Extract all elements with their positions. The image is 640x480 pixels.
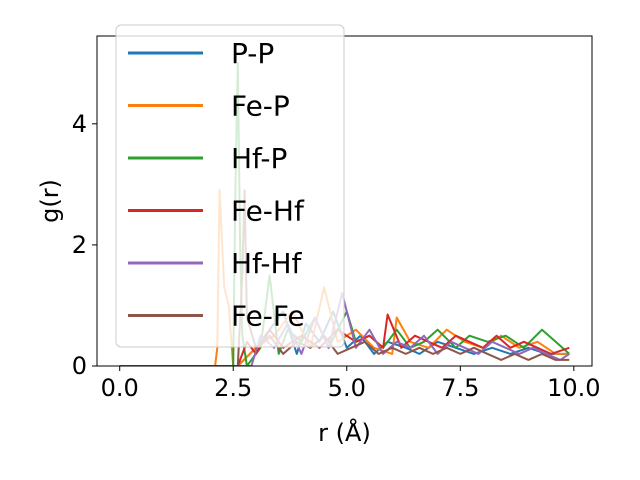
y-tick-label: 2 [72, 231, 87, 259]
legend-label-hf-p: Hf-P [231, 142, 287, 175]
legend-box [115, 24, 345, 348]
legend-label-fe-hf: Fe-Hf [231, 195, 305, 228]
x-tick-label: 10.0 [547, 374, 600, 402]
y-axis-ticks: 0 2 4 [72, 110, 97, 380]
x-axis-ticks: 0.0 2.5 5.0 7.5 10.0 [101, 366, 601, 402]
x-tick-label: 5.0 [328, 374, 366, 402]
x-tick-label: 2.5 [214, 374, 252, 402]
x-tick-label: 0.0 [101, 374, 139, 402]
x-axis-label: r (Å) [318, 418, 371, 447]
y-axis-label: g(r) [36, 179, 64, 223]
legend-label-hf-hf: Hf-Hf [231, 247, 303, 280]
legend: P-P Fe-P Hf-P Fe-Hf Hf-Hf Fe-Fe [115, 24, 345, 348]
legend-label-fe-p: Fe-P [231, 90, 290, 123]
y-tick-label: 4 [72, 110, 87, 138]
x-tick-label: 7.5 [441, 374, 479, 402]
legend-label-fe-fe: Fe-Fe [231, 300, 305, 333]
legend-label-p-p: P-P [231, 37, 274, 70]
y-tick-label: 0 [72, 352, 87, 380]
